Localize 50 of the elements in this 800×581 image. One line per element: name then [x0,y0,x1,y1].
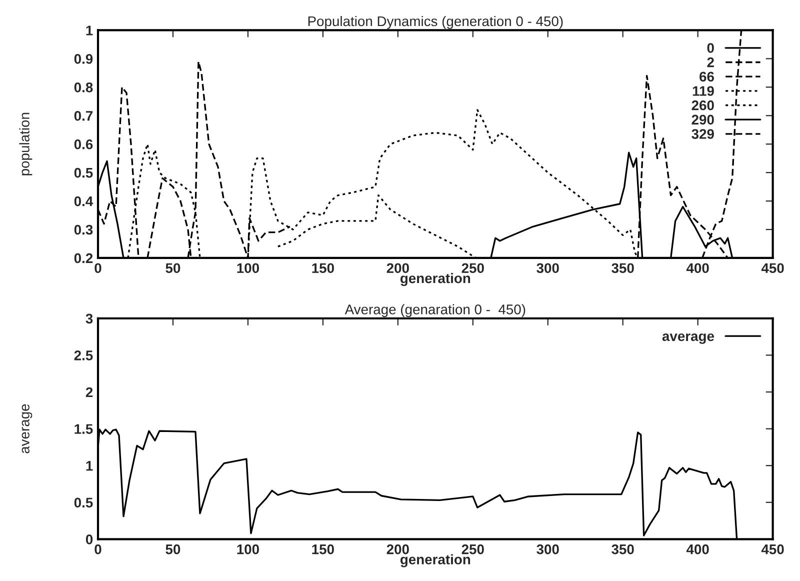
legend-label: 0 [707,43,714,53]
y-axis-title: average [22,404,32,454]
legend-label: 66 [700,72,714,82]
y-tick-label: 0.5 [74,168,93,178]
legend-label: 2 [707,57,714,68]
legend-label: 290 [692,114,714,125]
y-tick-label: 3 [86,314,93,324]
x-tick-label: 0 [94,263,102,274]
legend-label: 329 [692,129,714,139]
y-tick-label: 2 [86,387,93,398]
x-tick-label: 100 [237,263,259,274]
x-tick-label: 400 [686,544,709,554]
x-tick-label: 300 [536,544,559,554]
y-tick-label: 0.6 [74,139,93,150]
legend-label: 119 [692,86,714,96]
x-tick-label: 0 [94,544,102,554]
y-tick-label: 2.5 [74,350,93,360]
x-tick-label: 150 [312,263,334,274]
y-tick-label: 1 [86,461,93,471]
x-tick-label: 50 [166,263,180,274]
legend-label: 260 [692,100,714,110]
x-tick-label: 350 [612,263,634,274]
y-tick-label: 1 [86,26,93,36]
y-tick-label: 0.2 [74,253,93,264]
x-tick-label: 400 [686,263,709,274]
x-tick-label: 300 [536,263,559,274]
y-tick-label: 0.3 [74,224,93,235]
chart-title: Population Dynamics (generation 0 - 450) [308,16,563,29]
x-tick-label: 150 [312,544,334,554]
y-tick-label: 0.7 [74,110,93,121]
y-tick-label: 0 [86,534,93,544]
y-tick-label: 0.9 [74,54,93,64]
x-tick-label: 50 [166,544,180,554]
x-tick-label: 250 [462,263,484,274]
chart-title: Average (genaration 0 - 450) [344,304,526,318]
x-tick-label: 450 [761,544,784,554]
y-tick-label: 1.5 [74,424,93,434]
y-axis-title: population [19,112,32,176]
x-tick-label: 100 [237,544,259,554]
legend-label: average [662,333,714,344]
x-tick-label: 200 [386,263,409,274]
y-tick-label: 0.4 [74,196,94,206]
x-tick-label: 350 [612,544,634,554]
x-tick-label: 200 [386,544,409,554]
x-tick-label: 450 [761,263,784,274]
y-tick-label: 0.5 [74,498,93,508]
x-tick-label: 250 [462,544,484,554]
y-tick-label: 0.8 [74,82,93,92]
x-axis-title: generation [400,554,470,568]
x-axis-title: generation [400,272,470,286]
